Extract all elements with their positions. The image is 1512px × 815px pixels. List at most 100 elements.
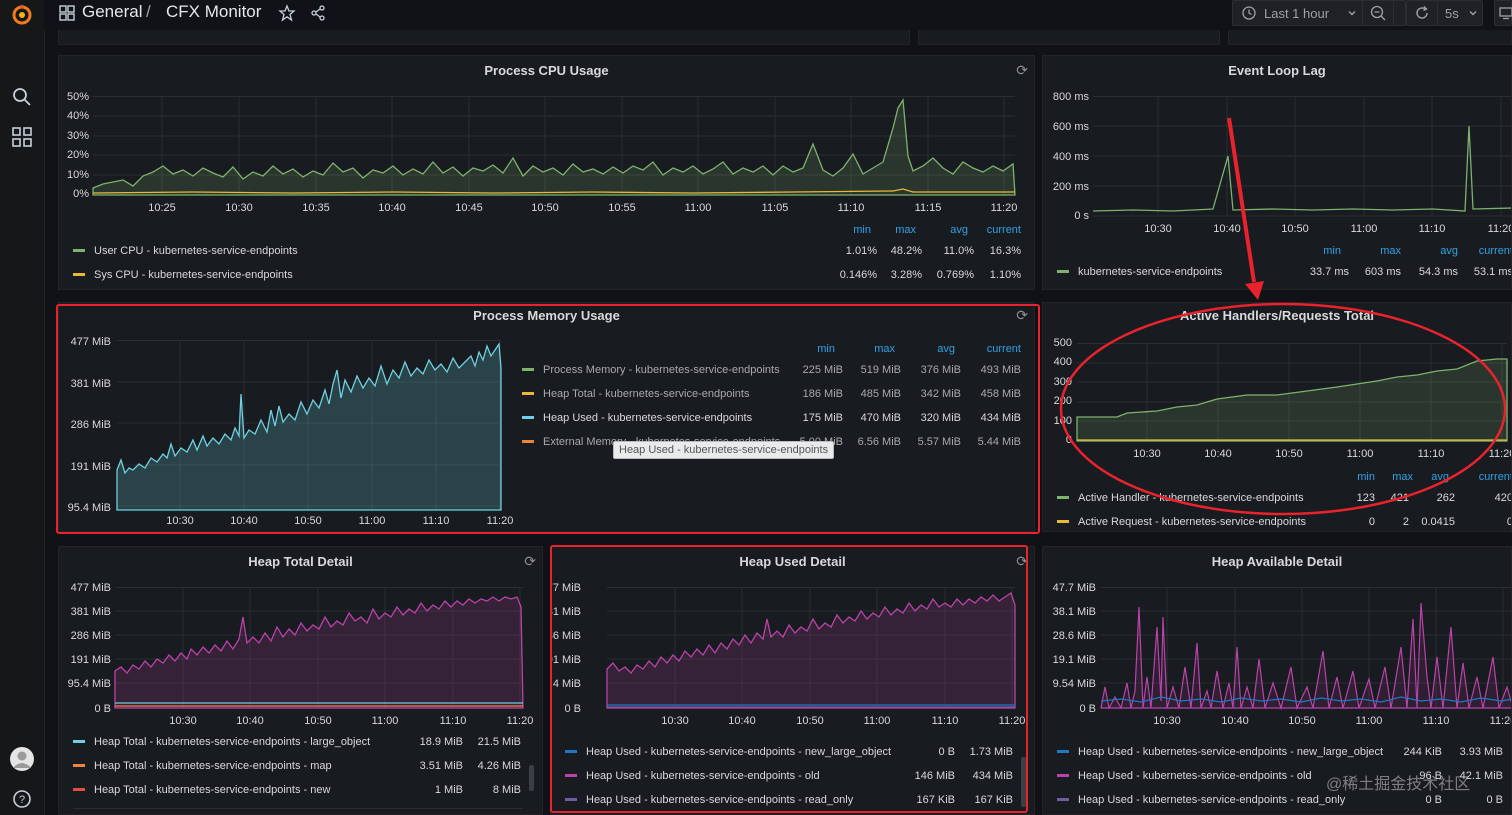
breadcrumb-folder[interactable]: General (82, 2, 143, 21)
cpu-usage-graph[interactable] (92, 96, 1016, 198)
y-axis-tick: 200 (1053, 395, 1072, 407)
legend-label: Heap Total - kubernetes-service-endpoint… (543, 388, 750, 400)
legend-header-current[interactable]: current (1478, 471, 1512, 483)
legend-scrollbar[interactable] (529, 765, 534, 791)
panel-title[interactable]: Heap Used Detail (739, 554, 846, 569)
breadcrumb-dashboard[interactable]: CFX Monitor (166, 2, 262, 21)
panel-title[interactable]: Active Handlers/Requests Total (1179, 308, 1375, 323)
legend-value: 458 MiB (980, 388, 1021, 400)
legend-item[interactable]: Heap Used - kubernetes-service-endpoints… (1057, 770, 1312, 782)
legend-value: 376 MiB (920, 364, 961, 376)
panel-process-memory-usage: Process Memory Usage ⟳ 477 MiB 381 MiB 2… (58, 302, 1035, 532)
legend-value: 123 (1356, 492, 1375, 504)
legend-value: 1.01% (845, 245, 877, 257)
panel-title[interactable]: Process CPU Usage (484, 63, 609, 78)
legend-header-avg[interactable]: avg (1431, 471, 1449, 483)
x-axis-tick: 10:30 (169, 715, 197, 727)
legend-header-current[interactable]: current (986, 343, 1021, 355)
legend-swatch (1057, 495, 1069, 499)
legend-header-min[interactable]: min (1357, 471, 1375, 483)
legend-swatch (522, 391, 534, 395)
legend-item[interactable]: Heap Total - kubernetes-service-endpoint… (522, 388, 749, 400)
panel-refresh-icon[interactable]: ⟳ (1016, 553, 1028, 569)
legend-item[interactable]: Process Memory - kubernetes-service-endp… (522, 364, 780, 376)
legend-header-min[interactable]: min (1323, 245, 1341, 257)
legend-item[interactable]: Heap Used - kubernetes-service-endpoints… (565, 794, 853, 806)
legend-item[interactable]: Heap Used - kubernetes-service-endpoints (522, 412, 752, 424)
share-icon[interactable] (310, 5, 326, 21)
heap-used-graph[interactable] (606, 587, 1016, 709)
x-axis-tick: 11:20 (506, 715, 534, 727)
x-axis-tick: 11:05 (761, 202, 789, 214)
legend-item[interactable]: Heap Total - kubernetes-service-endpoint… (73, 784, 330, 796)
legend-header-avg[interactable]: avg (950, 224, 968, 236)
legend-value: 225 MiB (802, 364, 843, 376)
active-handlers-graph[interactable] (1076, 343, 1508, 443)
grafana-logo-icon[interactable] (5, 0, 39, 30)
legend-header-min[interactable]: min (817, 343, 835, 355)
heap-available-graph[interactable] (1100, 587, 1512, 711)
legend-header-max[interactable]: max (1380, 245, 1401, 257)
legend-header-min[interactable]: min (853, 224, 871, 236)
legend-scrollbar[interactable] (1021, 757, 1026, 807)
legend-header-max[interactable]: max (895, 224, 916, 236)
zoom-out-button[interactable] (1362, 0, 1394, 26)
tv-mode-button[interactable] (1494, 0, 1512, 26)
legend-swatch (1057, 773, 1069, 777)
panel-title[interactable]: Process Memory Usage (473, 308, 620, 323)
legend-label: Heap Total - kubernetes-service-endpoint… (94, 760, 332, 772)
legend-item[interactable]: Heap Used - kubernetes-service-endpoints… (1057, 794, 1345, 806)
panel-refresh-icon[interactable]: ⟳ (1016, 307, 1028, 323)
legend-item[interactable]: Heap Used - kubernetes-service-endpoints… (1057, 746, 1383, 758)
legend-header-max[interactable]: max (874, 343, 895, 355)
legend-item[interactable]: Active Request - kubernetes-service-endp… (1057, 516, 1306, 528)
y-axis-tick: 50% (66, 91, 89, 103)
legend-value: 0 B (1425, 794, 1442, 806)
legend-header-avg[interactable]: avg (1440, 245, 1458, 257)
panel-refresh-icon[interactable]: ⟳ (524, 553, 536, 569)
legend-header-avg[interactable]: avg (937, 343, 955, 355)
legend-label: Heap Used - kubernetes-service-endpoints… (1078, 770, 1312, 782)
panel-heap-used-detail: Heap Used Detail ⟳ 477 MiB 381 MiB 286 M… (550, 546, 1035, 815)
legend-item[interactable]: Active Handler - kubernetes-service-endp… (1057, 492, 1304, 504)
legend-header-current[interactable]: current (986, 224, 1021, 236)
star-icon[interactable] (278, 4, 296, 22)
legend-label: Heap Used - kubernetes-service-endpoints… (586, 746, 892, 758)
y-axis-tick: 20% (66, 149, 89, 161)
help-icon[interactable]: ? (5, 784, 39, 814)
legend-item[interactable]: Sys CPU - kubernetes-service-endpoints (73, 269, 293, 281)
legend-item[interactable]: Heap Used - kubernetes-service-endpoints… (565, 746, 891, 758)
legend-item[interactable]: User CPU - kubernetes-service-endpoints (73, 245, 298, 257)
panel-refresh-icon[interactable]: ⟳ (1016, 62, 1028, 78)
top-nav-bar: General / CFX Monitor Last 1 hour 5s (44, 0, 1512, 30)
user-avatar-icon[interactable] (5, 744, 39, 774)
refresh-interval-picker[interactable]: 5s (1437, 0, 1483, 26)
x-axis-tick: 10:30 (225, 202, 253, 214)
event-loop-lag-graph[interactable] (1092, 96, 1512, 218)
legend-swatch (522, 415, 534, 419)
panel-title[interactable]: Heap Total Detail (248, 554, 353, 569)
y-axis-tick: 200 ms (1052, 181, 1089, 193)
legend-item[interactable]: Heap Total - kubernetes-service-endpoint… (73, 760, 332, 772)
legend-header-current[interactable]: current (1478, 245, 1512, 257)
legend-label: Sys CPU - kubernetes-service-endpoints (94, 269, 293, 281)
legend-header-max[interactable]: max (1392, 471, 1413, 483)
y-axis-tick: 400 ms (1052, 151, 1089, 163)
legend-value: 5.57 MiB (917, 436, 961, 448)
monitor-icon (1499, 7, 1512, 20)
breadcrumb-separator: / (146, 2, 151, 21)
y-axis-tick: 0 B (94, 703, 111, 715)
refresh-button[interactable] (1406, 0, 1438, 26)
legend-item[interactable]: kubernetes-service-endpoints (1057, 266, 1222, 278)
panel-title[interactable]: Heap Available Detail (1211, 554, 1343, 569)
panel-title[interactable]: Event Loop Lag (1228, 63, 1326, 78)
memory-usage-graph[interactable] (116, 340, 502, 511)
legend-item[interactable]: Heap Total - kubernetes-service-endpoint… (73, 736, 370, 748)
legend-item[interactable]: Heap Used - kubernetes-service-endpoints… (565, 770, 820, 782)
dashboards-icon[interactable] (5, 122, 39, 152)
search-icon[interactable] (5, 82, 39, 112)
heap-total-graph[interactable] (114, 587, 524, 709)
legend-value: 186 MiB (802, 388, 843, 400)
x-axis-tick: 10:40 (378, 202, 406, 214)
x-axis-tick: 11:10 (422, 515, 450, 527)
